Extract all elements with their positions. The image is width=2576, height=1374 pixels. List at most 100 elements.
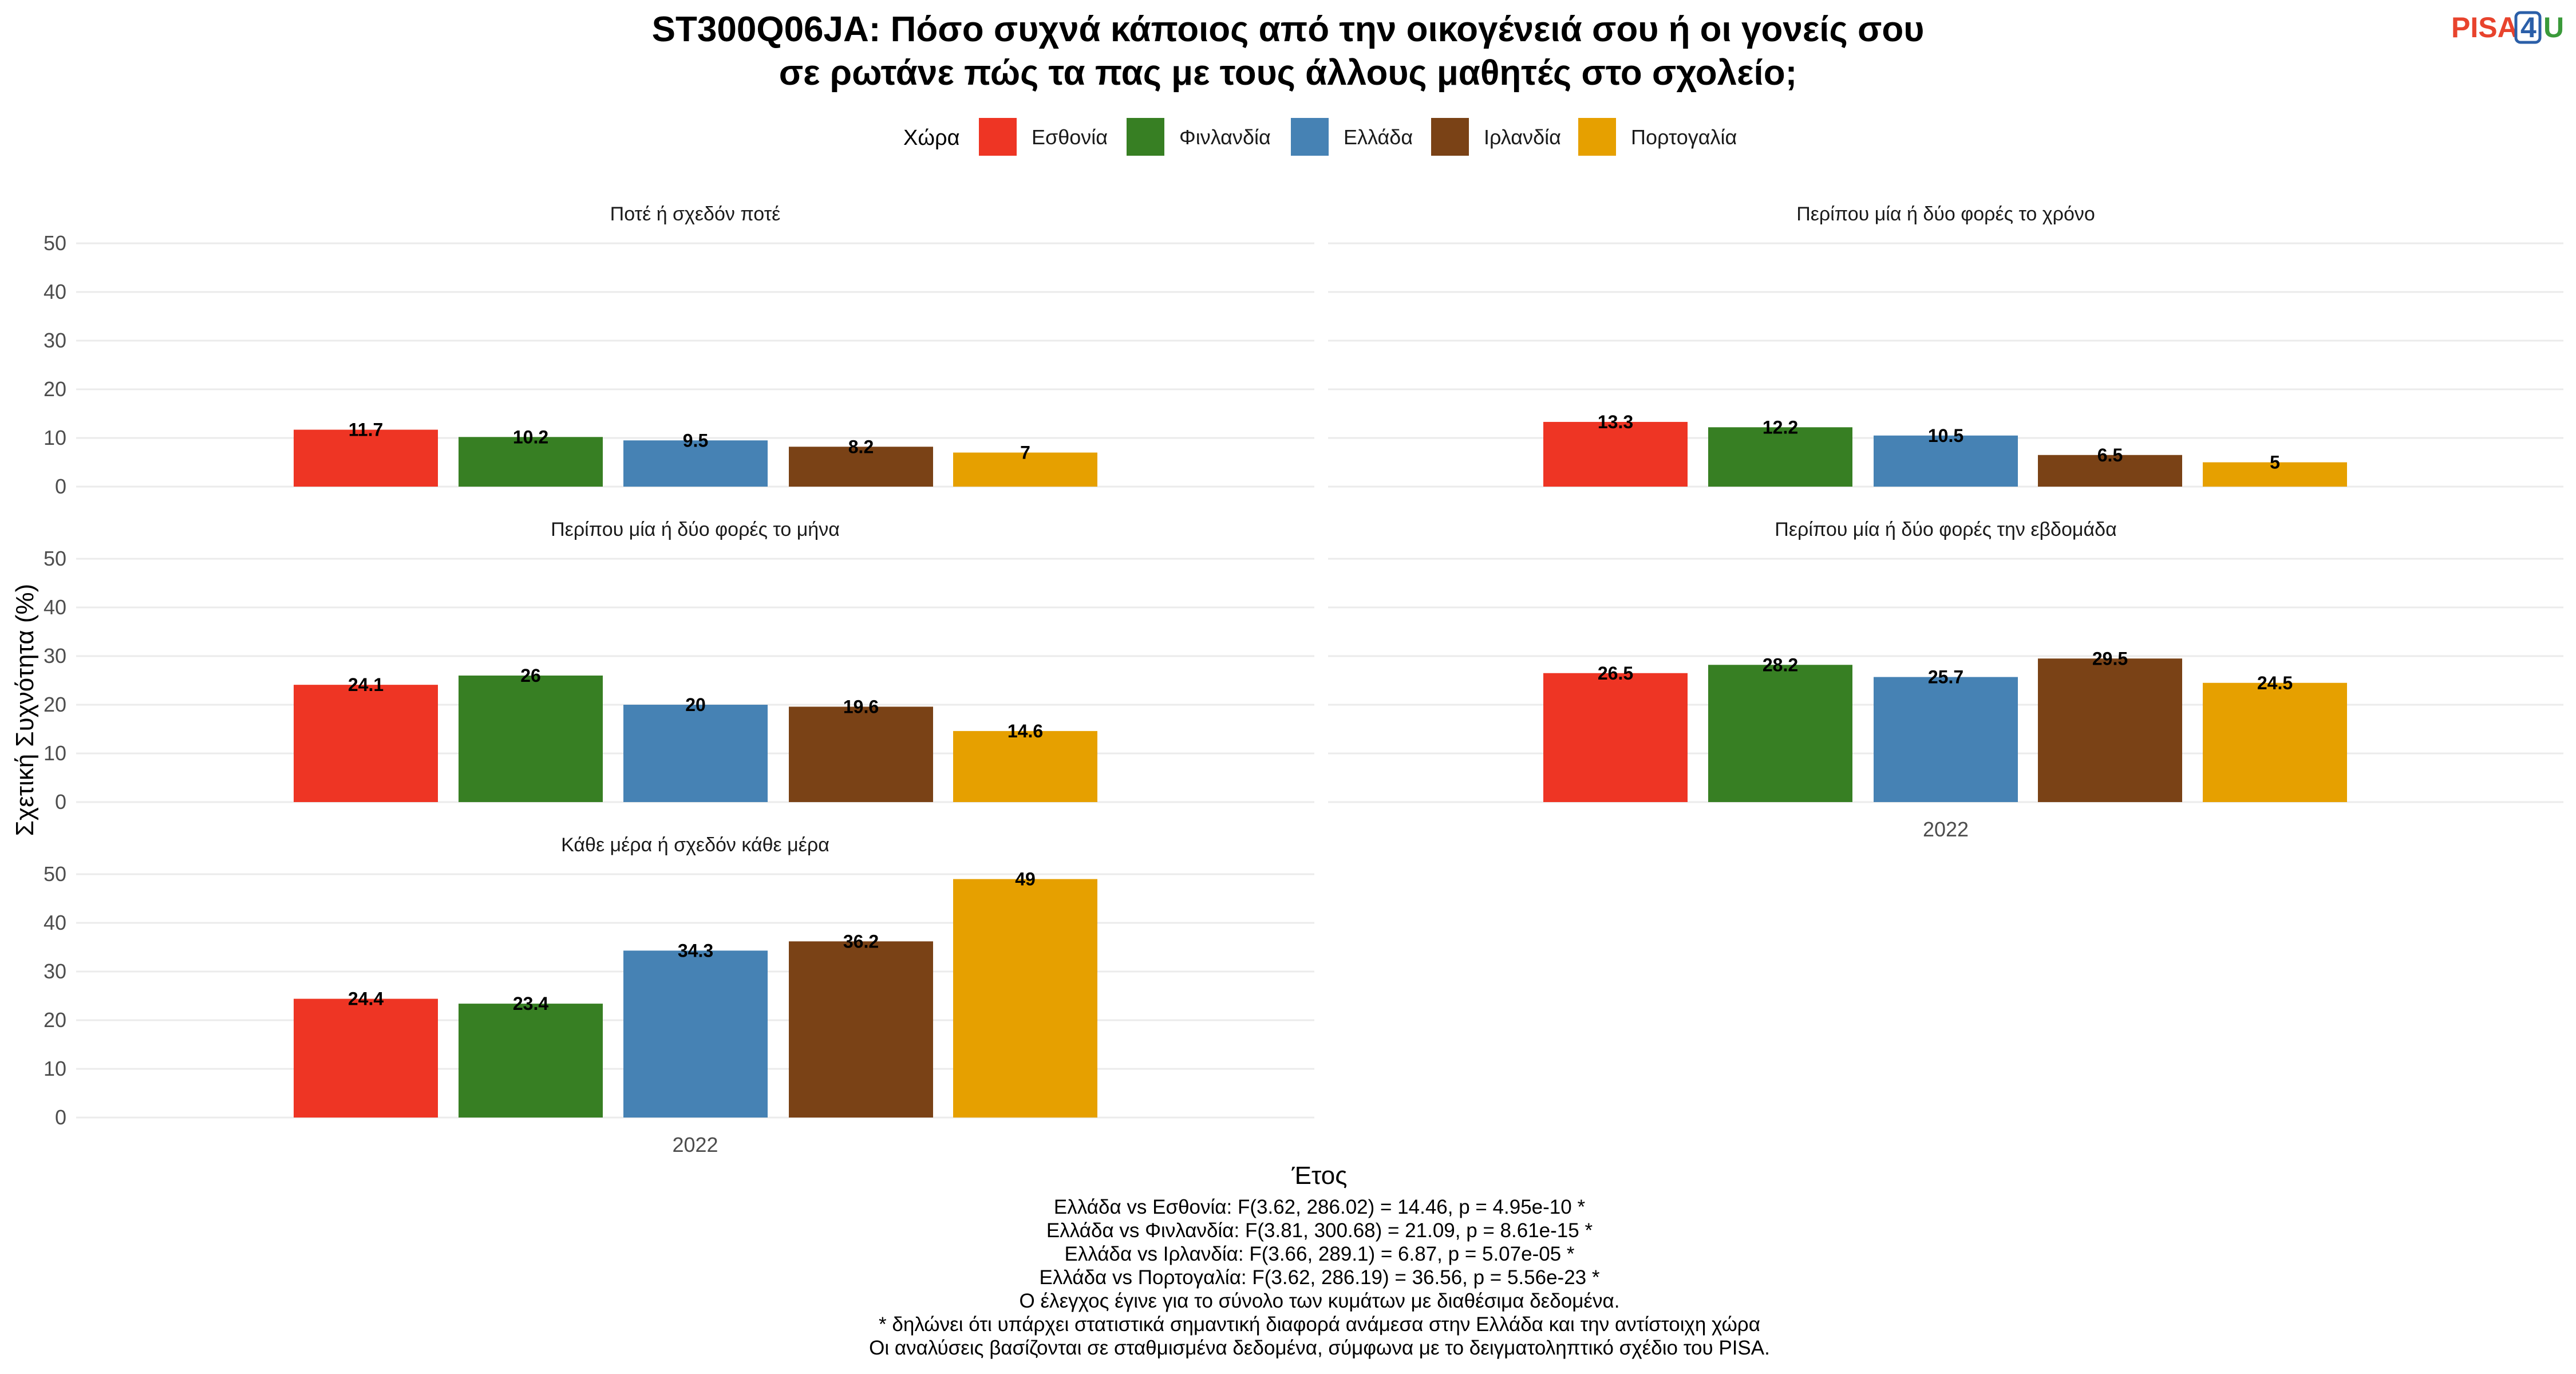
facet-strip-label: Περίπου μία ή δύο φορές το μήνα xyxy=(551,519,840,540)
bar-1 xyxy=(294,685,438,802)
y-tick-label: 0 xyxy=(55,1105,66,1129)
bar-1 xyxy=(294,998,438,1118)
facet-strip-label: Περίπου μία ή δύο φορές το χρόνο xyxy=(1796,203,2095,225)
y-tick-label: 40 xyxy=(44,280,66,303)
y-tick-label: 20 xyxy=(44,377,66,401)
bar-data-label: 10.5 xyxy=(1928,425,1963,446)
legend-label-5: Πορτογαλία xyxy=(1631,125,1737,149)
y-tick-label: 50 xyxy=(44,231,66,255)
bar-5 xyxy=(953,452,1097,487)
y-tick-label: 40 xyxy=(44,595,66,619)
bar-1 xyxy=(1543,421,1688,487)
bar-data-label: 36.2 xyxy=(843,931,879,951)
y-axis-title: Σχετική Συχνότητα (%) xyxy=(11,584,39,836)
y-tick-label: 50 xyxy=(44,547,66,570)
facet-strip-label: Κάθε μέρα ή σχεδόν κάθε μέρα xyxy=(561,834,829,856)
footnote-line-4: Ελλάδα vs Πορτογαλία: F(3.62, 286.19) = … xyxy=(1040,1266,1600,1289)
legend-key-3 xyxy=(1291,118,1329,156)
bar-data-label: 6.5 xyxy=(2097,445,2123,465)
footnote-line-7: Οι αναλύσεις βασίζονται σε σταθμισμένα δ… xyxy=(869,1337,1770,1359)
bar-3 xyxy=(623,440,768,487)
legend-label-2: Φινλανδία xyxy=(1179,125,1271,149)
footnote-line-2: Ελλάδα vs Φινλανδία: F(3.81, 300.68) = 2… xyxy=(1046,1219,1593,1242)
y-tick-label: 10 xyxy=(44,1057,66,1080)
logo-text-u: U xyxy=(2543,11,2564,44)
pisa4u-logo: PISA xyxy=(2451,11,2518,44)
bar-data-label: 7 xyxy=(1020,443,1030,463)
legend-label-3: Ελλάδα xyxy=(1344,125,1413,149)
bar-4 xyxy=(789,706,933,802)
facet-strip-label: Περίπου μία ή δύο φορές την εβδομάδα xyxy=(1775,519,2116,540)
y-tick-label: 50 xyxy=(44,862,66,886)
y-tick-label: 10 xyxy=(44,741,66,765)
bar-data-label: 5 xyxy=(2270,452,2280,473)
facet-panel-4: Περίπου μία ή δύο φορές την εβδομάδα 26.5… xyxy=(1328,519,2563,841)
bar-data-label: 34.3 xyxy=(678,940,713,961)
bar-data-label: 9.5 xyxy=(683,430,708,451)
bar-data-label: 24.5 xyxy=(2257,673,2293,693)
bar-data-label: 13.3 xyxy=(1598,412,1633,432)
footnotes: Ελλάδα vs Εσθονία: F(3.62, 286.02) = 14.… xyxy=(869,1196,1770,1359)
bar-data-label: 26 xyxy=(520,665,541,686)
legend-key-2 xyxy=(1127,118,1164,156)
bar-4 xyxy=(2038,658,2182,802)
x-tick-label: 2022 xyxy=(672,1133,718,1156)
bar-5 xyxy=(2203,682,2347,802)
bar-data-label: 10.2 xyxy=(513,427,548,447)
facet-panel-3: Περίπου μία ή δύο φορές το μήνα 0 10 20 30 40… xyxy=(44,519,1314,814)
bar-1 xyxy=(294,429,438,487)
bar-data-label: 28.2 xyxy=(1763,654,1798,675)
y-tick-label: 10 xyxy=(44,426,66,449)
bar-4 xyxy=(789,447,933,487)
footnote-line-5: Ο έλεγχος έγινε για το σύνολο των κυμάτω… xyxy=(1020,1290,1620,1312)
bar-2 xyxy=(459,676,603,802)
bar-5 xyxy=(953,731,1097,802)
footnote-line-6: * δηλώνει ότι υπάρχει στατιστικά σημαντι… xyxy=(879,1313,1760,1336)
bar-3 xyxy=(1874,677,2018,802)
legend-title: Χώρα xyxy=(903,126,960,150)
legend: Χώρα Εσθονία Φινλανδία Ελλάδα Ιρλανδία Πορτο… xyxy=(903,118,1737,156)
bar-data-label: 24.1 xyxy=(348,674,384,695)
footnote-line-1: Ελλάδα vs Εσθονία: F(3.62, 286.02) = 14.… xyxy=(1054,1196,1586,1218)
bar-3 xyxy=(623,950,768,1118)
legend-key-5 xyxy=(1578,118,1616,156)
legend-key-4 xyxy=(1431,118,1469,156)
bar-data-label: 23.4 xyxy=(513,993,548,1014)
facet-panel-5: Κάθε μέρα ή σχεδόν κάθε μέρα 0 10 20 30 40 50 2… xyxy=(44,834,1314,1156)
bar-data-label: 20 xyxy=(685,694,706,715)
bar-data-label: 11.7 xyxy=(349,420,384,440)
bar-2 xyxy=(1708,427,1852,487)
facet-panel-1: Ποτέ ή σχεδόν ποτέ 0 10 20 30 40 50 11.7 10.2 9.5… xyxy=(44,203,1314,498)
chart-title-line-1: ST300Q06JA: Πόσο συχνά κάποιος από την ο… xyxy=(652,10,1925,49)
bar-data-label: 25.7 xyxy=(1928,667,1963,688)
legend-label-4: Ιρλανδία xyxy=(1484,125,1561,149)
chart-title-line-2: σε ρωτάνε πώς τα πας με τους άλλους μαθη… xyxy=(779,53,1797,93)
bar-2 xyxy=(1708,665,1852,802)
bar-2 xyxy=(459,1004,603,1118)
logo-box xyxy=(2514,11,2542,44)
y-tick-label: 0 xyxy=(55,790,66,814)
bar-3 xyxy=(623,705,768,802)
bar-1 xyxy=(1543,673,1688,802)
y-tick-label: 40 xyxy=(44,911,66,934)
y-tick-label: 30 xyxy=(44,644,66,668)
bar-data-label: 24.4 xyxy=(348,989,384,1009)
logo-text-pisa: PISA xyxy=(2451,11,2518,44)
y-tick-label: 0 xyxy=(55,475,66,498)
bar-5 xyxy=(2203,462,2347,487)
bar-data-label: 14.6 xyxy=(1008,721,1043,741)
facet-strip-label: Ποτέ ή σχεδόν ποτέ xyxy=(610,203,781,225)
bar-data-label: 19.6 xyxy=(843,696,879,717)
bar-4 xyxy=(789,941,933,1118)
footnote-line-3: Ελλάδα vs Ιρλανδία: F(3.66, 289.1) = 6.8… xyxy=(1065,1243,1575,1265)
y-tick-label: 30 xyxy=(44,960,66,983)
bar-data-label: 8.2 xyxy=(848,436,874,457)
legend-label-1: Εσθονία xyxy=(1032,125,1108,149)
facet-panel-2: Περίπου μία ή δύο φορές το χρόνο 13.3 12.2… xyxy=(1328,203,2563,488)
bar-data-label: 49 xyxy=(1015,869,1036,890)
legend-key-1 xyxy=(979,118,1017,156)
bar-3 xyxy=(1874,435,2018,487)
bar-data-label: 29.5 xyxy=(2092,648,2128,669)
